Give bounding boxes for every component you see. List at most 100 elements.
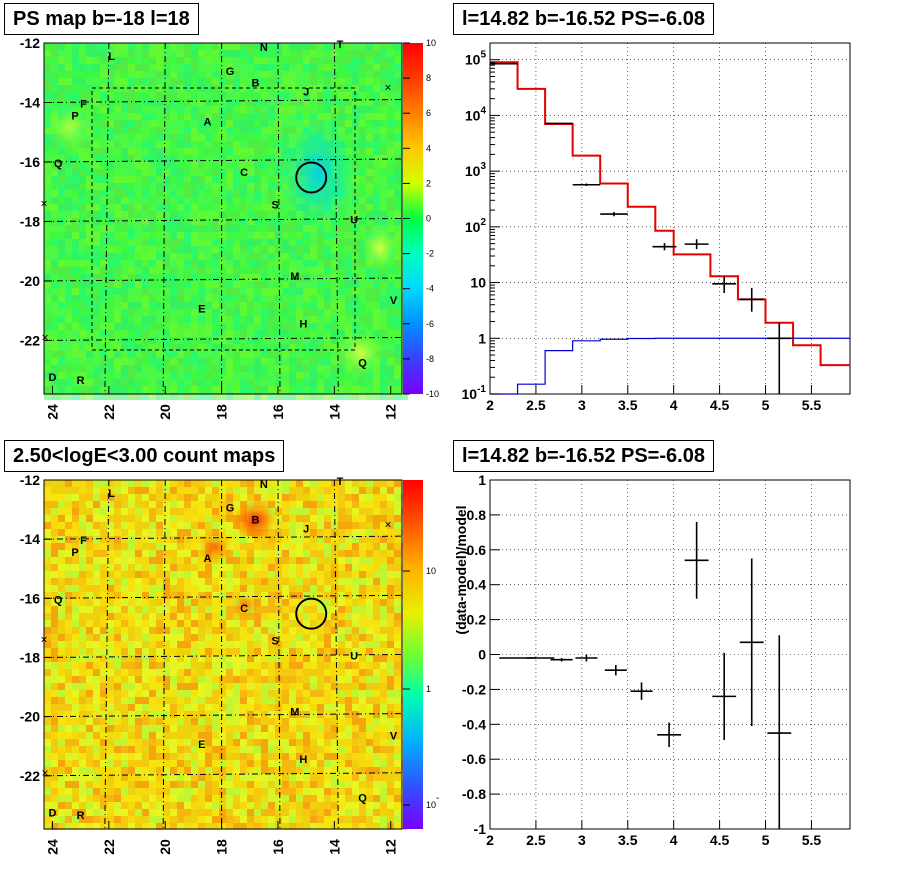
- source-label: H: [299, 319, 307, 331]
- spectrum-title: l=14.82 b=-16.52 PS=-6.08: [453, 3, 714, 35]
- colorbar-tick-label: 0: [426, 214, 431, 224]
- y-tick-label: -22: [20, 332, 40, 348]
- x-tick-label: 5: [762, 397, 770, 413]
- x-tick-label: 18: [214, 839, 230, 855]
- source-label: L: [108, 51, 115, 63]
- colorbar-tick-label: 10-1: [426, 793, 440, 810]
- spectrum-data-points: [490, 62, 792, 394]
- x-tick-label: 18: [214, 404, 230, 420]
- colorbar-tick-label: 6: [426, 108, 431, 118]
- source-label: M: [290, 707, 299, 719]
- residual-axes: 2 2.5 3 3.5 4 4.5 5 5.5 1 0.8 0.6 0.4 0.2 0 -0.2 -0.4 -0…: [453, 475, 821, 848]
- x-tick-label: 22: [101, 839, 117, 855]
- residual-point: [604, 664, 627, 676]
- y-tick-label: 10-1: [462, 384, 487, 402]
- x-tick-label: 3: [578, 832, 586, 848]
- ps-map-source-circle: [295, 161, 328, 194]
- data-point: [684, 239, 709, 250]
- data-point: [652, 243, 677, 251]
- y-tick-label: -20: [20, 709, 40, 725]
- source-label: G: [226, 66, 235, 78]
- x-tick-label: 3.5: [618, 832, 638, 848]
- y-tick-label: -18: [20, 213, 40, 229]
- y-tick-label: -12: [20, 38, 40, 51]
- y-tick-label: -14: [20, 531, 40, 547]
- x-tick-label: 5: [762, 832, 770, 848]
- y-tick-label: 0.6: [467, 542, 487, 558]
- marker-cross: ×: [384, 81, 391, 95]
- x-tick-label: 16: [270, 404, 286, 420]
- ps-map-axes: 24 22 20 18 16 14 12 -12 -14 -16 -18 -20 -22: [20, 38, 399, 420]
- ps-map-colorbar-ticks: 10 8 6 4 2 0 -2 -4 -6 -8 -10: [403, 38, 439, 399]
- x-tick-label: 2: [486, 832, 494, 848]
- x-tick-label: 5.5: [802, 397, 822, 413]
- source-label: D: [48, 807, 56, 819]
- colorbar-tick-label: -4: [426, 284, 434, 294]
- colorbar-tick-label: 2: [426, 178, 431, 188]
- y-tick-label: 104: [465, 105, 487, 123]
- y-tick-label: -16: [20, 154, 40, 170]
- source-label: E: [198, 739, 205, 751]
- residual-data-points: [499, 521, 792, 829]
- source-label: J: [303, 87, 309, 99]
- colorbar-tick-label: -10: [426, 389, 439, 399]
- y-tick-label: 1: [478, 330, 486, 346]
- count-map-axes: 24 22 20 18 16 14 12 -12 -14 -16 -18 -20 -22: [20, 475, 399, 855]
- x-tick-label: 24: [44, 404, 60, 420]
- data-point: [600, 211, 628, 217]
- y-tick-label: 102: [465, 217, 487, 235]
- marker-cross: ×: [384, 517, 391, 531]
- colorbar-tick-label: 10: [426, 38, 436, 48]
- residual-point: [712, 652, 737, 741]
- source-label: T: [337, 476, 344, 488]
- source-label: G: [226, 503, 235, 515]
- source-label: T: [337, 39, 344, 51]
- source-label: A: [204, 116, 212, 128]
- y-tick-label: -0.4: [462, 716, 486, 732]
- y-tick-label: -1: [474, 821, 487, 837]
- source-label: N: [260, 479, 268, 491]
- source-label: B: [251, 78, 259, 90]
- source-label: M: [290, 271, 299, 283]
- count-map-grid: [43, 479, 403, 830]
- source-label: P: [71, 110, 78, 122]
- source-label: H: [299, 754, 307, 766]
- source-label: P: [71, 547, 78, 559]
- residual-grid: [489, 479, 850, 830]
- count-map-pixels: [44, 480, 408, 830]
- x-tick-label: 16: [270, 839, 286, 855]
- y-tick-label: -0.2: [462, 681, 486, 697]
- colorbar-tick-label: -2: [426, 249, 434, 259]
- x-tick-label: 14: [326, 839, 342, 855]
- y-tick-label: -14: [20, 94, 40, 110]
- source-label: S: [271, 200, 278, 212]
- colorbar-tick-label: 8: [426, 73, 431, 83]
- ps-map-colorbar: [403, 43, 423, 394]
- colorbar-tick-label: 1: [426, 684, 431, 694]
- residual-point: [684, 521, 709, 599]
- y-tick-label: 0.2: [467, 612, 487, 628]
- source-label: C: [240, 167, 248, 179]
- residual-point: [550, 657, 573, 662]
- y-tick-label: 10: [470, 275, 486, 291]
- y-tick-label: 105: [465, 50, 487, 68]
- y-tick-label: -0.6: [462, 751, 486, 767]
- ps-map-title: PS map b=-18 l=18: [4, 3, 199, 35]
- source-label: F: [80, 98, 87, 110]
- data-point: [490, 62, 518, 65]
- colorbar-tick-label: -6: [426, 319, 434, 329]
- y-tick-label: -20: [20, 273, 40, 289]
- residual-point: [575, 654, 598, 662]
- y-tick-label: -16: [20, 590, 40, 606]
- x-tick-label: 3: [578, 397, 586, 413]
- source-label: E: [198, 304, 205, 316]
- x-tick-label: 4.5: [710, 397, 730, 413]
- y-tick-label: -0.8: [462, 786, 486, 802]
- x-tick-label: 14: [326, 404, 342, 420]
- data-point: [739, 287, 764, 312]
- source-label: J: [303, 523, 309, 535]
- x-tick-label: 12: [383, 404, 399, 420]
- source-label: Q: [358, 792, 367, 804]
- residual-title: l=14.82 b=-16.52 PS=-6.08: [453, 440, 714, 472]
